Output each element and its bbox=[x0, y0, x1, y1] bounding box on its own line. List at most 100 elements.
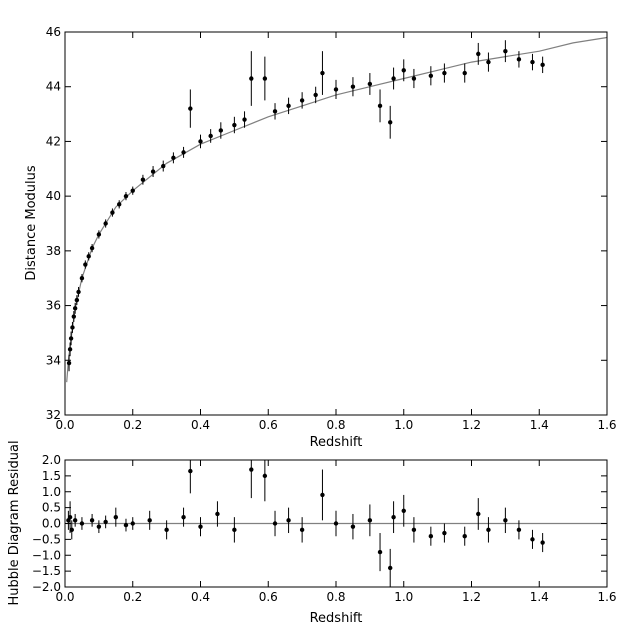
y-tick-label: 0.0 bbox=[42, 517, 61, 531]
point-marker bbox=[96, 232, 102, 237]
data-point bbox=[530, 53, 535, 71]
data-point bbox=[96, 230, 102, 239]
data-point bbox=[110, 208, 115, 217]
data-point bbox=[232, 116, 237, 134]
point-marker bbox=[530, 537, 535, 542]
point-marker bbox=[232, 527, 237, 533]
point-marker bbox=[462, 70, 467, 76]
data-point bbox=[476, 498, 481, 530]
data-point bbox=[286, 507, 291, 534]
hubble-diagram-panel: 0.0 0.2 0.4 0.6 0.8 1.0 1.2 1.4 1.6 32 34 36 38 40 42… bbox=[24, 25, 617, 450]
point-marker bbox=[476, 51, 481, 57]
data-point bbox=[89, 244, 95, 253]
point-marker bbox=[299, 527, 305, 533]
data-point bbox=[76, 286, 81, 297]
y-tick-label: 44 bbox=[46, 80, 61, 94]
point-marker bbox=[272, 109, 278, 114]
point-marker bbox=[249, 76, 254, 81]
data-point bbox=[486, 52, 491, 72]
point-marker bbox=[164, 527, 169, 533]
data-point bbox=[350, 513, 356, 540]
point-marker bbox=[391, 76, 396, 81]
data-point bbox=[198, 517, 203, 537]
point-marker bbox=[388, 565, 393, 571]
data-point bbox=[86, 252, 91, 261]
point-marker bbox=[428, 73, 434, 78]
data-point bbox=[320, 469, 325, 521]
x-tick-label: 1.6 bbox=[597, 590, 616, 604]
data-point bbox=[299, 517, 305, 543]
y-axis-label: Distance Modulus bbox=[24, 165, 39, 280]
point-marker bbox=[110, 210, 115, 215]
data-point bbox=[89, 513, 95, 527]
data-point bbox=[164, 520, 169, 540]
data-point bbox=[320, 51, 325, 95]
data-point bbox=[161, 160, 166, 172]
data-point bbox=[377, 89, 383, 123]
point-marker bbox=[72, 306, 78, 311]
x-tick-label: 0.0 bbox=[55, 590, 74, 604]
y-tick-label: 1.5 bbox=[42, 469, 61, 483]
point-marker bbox=[299, 98, 305, 103]
point-marker bbox=[188, 468, 193, 474]
point-marker bbox=[117, 202, 122, 207]
data-point bbox=[401, 494, 406, 527]
point-marker bbox=[171, 155, 176, 161]
data-point bbox=[272, 510, 278, 537]
data-point bbox=[66, 354, 72, 372]
point-marker bbox=[462, 534, 467, 539]
x-tick-label: 1.4 bbox=[530, 590, 549, 604]
point-marker bbox=[71, 314, 77, 319]
data-point bbox=[181, 146, 186, 158]
data-point bbox=[516, 51, 522, 68]
data-point bbox=[462, 63, 467, 83]
data-point bbox=[72, 513, 78, 527]
data-point bbox=[249, 460, 254, 499]
data-point bbox=[313, 86, 318, 104]
x-tick-label: 0.6 bbox=[259, 418, 278, 432]
x-tick-label: 1.0 bbox=[394, 418, 413, 432]
point-marker bbox=[181, 150, 186, 155]
point-marker bbox=[83, 262, 88, 267]
x-tick-label: 0.8 bbox=[326, 590, 345, 604]
point-marker bbox=[188, 106, 193, 111]
x-tick-label: 0.0 bbox=[55, 418, 74, 432]
data-point bbox=[333, 79, 339, 100]
point-marker bbox=[486, 527, 491, 533]
x-tick-label: 1.6 bbox=[597, 418, 616, 432]
data-point bbox=[103, 515, 108, 529]
data-point bbox=[232, 517, 237, 543]
x-tick-label: 1.4 bbox=[530, 418, 549, 432]
data-point bbox=[72, 302, 78, 314]
point-marker bbox=[76, 289, 81, 295]
point-marker bbox=[333, 521, 339, 526]
data-point bbox=[71, 311, 77, 322]
point-marker bbox=[147, 518, 152, 523]
point-marker bbox=[96, 524, 102, 529]
y-tick-label: 42 bbox=[46, 134, 61, 148]
data-point bbox=[486, 517, 491, 543]
data-point bbox=[67, 342, 73, 357]
point-marker bbox=[320, 70, 325, 76]
data-point bbox=[411, 68, 417, 89]
x-tick-label: 1.0 bbox=[394, 590, 413, 604]
data-point bbox=[262, 460, 268, 502]
data-point bbox=[388, 105, 393, 139]
point-marker bbox=[442, 530, 447, 536]
data-point bbox=[391, 67, 396, 90]
point-marker bbox=[286, 103, 291, 109]
data-point bbox=[411, 517, 417, 543]
point-marker bbox=[161, 163, 166, 169]
point-marker bbox=[198, 139, 203, 144]
y-tick-label: 0.5 bbox=[42, 501, 61, 515]
x-tick-label: 0.2 bbox=[123, 418, 142, 432]
residual-points bbox=[66, 460, 545, 587]
data-point bbox=[188, 460, 193, 494]
data-point bbox=[68, 331, 74, 346]
data-point bbox=[79, 274, 85, 283]
y-tick-label: 2.0 bbox=[42, 453, 61, 467]
x-axis-label: Redshift bbox=[310, 435, 363, 450]
data-point bbox=[388, 548, 393, 587]
point-marker bbox=[401, 68, 406, 73]
